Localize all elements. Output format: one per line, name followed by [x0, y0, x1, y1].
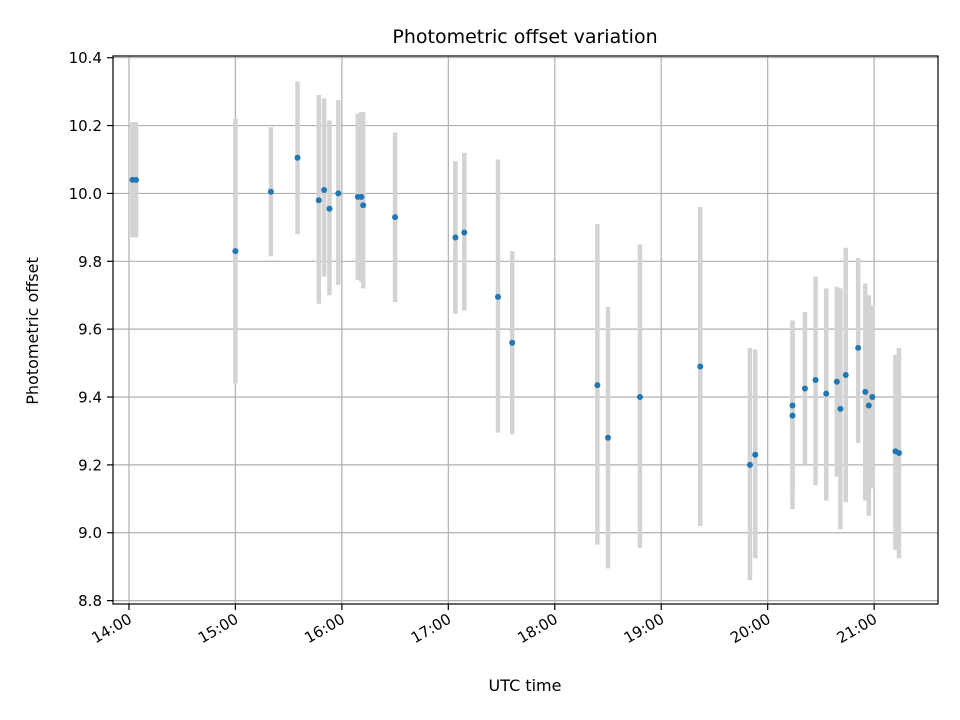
- data-point: [842, 371, 849, 378]
- data-point: [294, 154, 301, 161]
- data-point: [801, 385, 808, 392]
- data-point: [697, 363, 704, 370]
- data-point: [315, 197, 322, 204]
- data-point: [869, 394, 876, 401]
- data-point: [452, 234, 459, 241]
- data-point: [232, 248, 239, 255]
- data-point: [812, 377, 819, 384]
- y-tick-label: 10.4: [69, 49, 102, 67]
- y-tick-label: 9.0: [78, 524, 102, 542]
- y-tick-label: 10.0: [69, 185, 102, 203]
- y-tick-label: 9.2: [78, 456, 102, 474]
- data-point: [495, 293, 501, 300]
- y-tick-label: 9.4: [78, 389, 102, 407]
- data-points: [129, 154, 902, 468]
- y-tick-label: 9.6: [78, 321, 102, 339]
- data-point: [461, 229, 468, 236]
- data-point: [392, 214, 399, 221]
- data-point: [789, 402, 796, 409]
- y-tick-label: 8.8: [78, 592, 102, 610]
- data-point: [865, 402, 872, 409]
- data-point: [335, 190, 342, 197]
- data-point: [326, 205, 333, 212]
- data-point: [133, 176, 140, 183]
- data-point: [267, 188, 274, 195]
- y-axis-label: Photometric offset: [23, 257, 42, 405]
- data-point: [360, 202, 367, 209]
- data-point: [895, 450, 902, 457]
- data-point: [823, 390, 830, 397]
- data-point: [321, 187, 328, 194]
- data-point: [789, 412, 796, 419]
- data-point: [605, 434, 611, 441]
- chart-title: Photometric offset variation: [392, 26, 657, 48]
- data-point: [855, 344, 862, 351]
- x-axis-label: UTC time: [489, 676, 562, 695]
- data-point: [636, 394, 643, 401]
- data-point: [862, 388, 869, 395]
- data-point: [358, 193, 365, 200]
- data-point: [746, 461, 753, 468]
- data-point: [594, 382, 601, 389]
- y-tick-label: 10.2: [69, 117, 102, 135]
- data-point: [509, 339, 516, 346]
- plot-frame: [112, 55, 939, 605]
- data-point: [837, 405, 844, 412]
- data-point: [833, 378, 840, 385]
- data-point: [752, 451, 759, 458]
- y-tick-label: 9.8: [78, 253, 102, 271]
